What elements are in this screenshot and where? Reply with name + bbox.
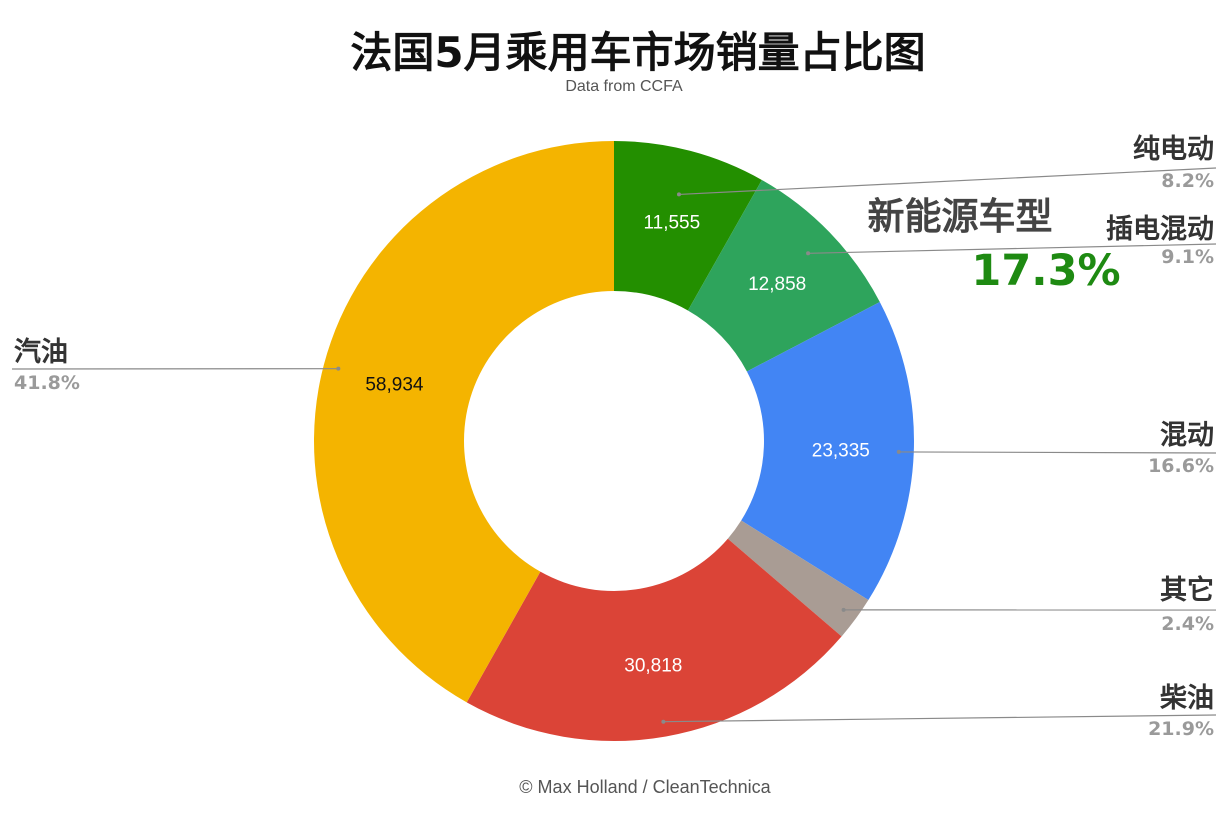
pie-slice	[741, 301, 914, 601]
leader-line	[898, 451, 1217, 454]
percent-label: 2.4%	[1161, 613, 1214, 635]
category-label: 纯电动	[1133, 133, 1214, 165]
category-label: 柴油	[1160, 683, 1214, 714]
category-label: 其它	[1160, 574, 1214, 606]
percent-label: 41.8%	[14, 372, 80, 394]
pie-slice	[313, 141, 614, 703]
leader-dot	[661, 719, 666, 724]
slice-value-label: 23,335	[812, 441, 870, 462]
credit-text: © Max Holland / CleanTechnica	[519, 777, 771, 797]
pie-slices	[313, 141, 914, 742]
slice-value-labels: 11,555 12,858 23,335 30,818 58,934	[365, 212, 870, 676]
leader-dot	[841, 607, 846, 612]
leader-dot	[806, 251, 811, 256]
percent-label: 9.1%	[1161, 246, 1214, 268]
slice-value-label: 11,555	[643, 212, 700, 233]
leader-line	[678, 167, 1217, 196]
chart-subtitle: Data from CCFA	[565, 78, 683, 95]
leader-lines	[11, 167, 1217, 724]
leader-dot	[676, 192, 681, 197]
pie-slice	[727, 520, 869, 637]
pie-slice	[466, 538, 842, 742]
pie-slice	[614, 141, 762, 311]
category-label: 插电混动	[1106, 214, 1214, 245]
percent-label: 16.6%	[1148, 455, 1214, 477]
nev-callout-value: 17.3%	[971, 246, 1120, 296]
leader-dot	[336, 366, 341, 371]
chart-title: 法国5月乘用车市场销量占比图	[350, 28, 925, 77]
category-label: 混动	[1160, 420, 1214, 451]
slice-value-label: 58,934	[365, 374, 424, 395]
category-label: 汽油	[14, 337, 68, 368]
leader-line	[663, 714, 1217, 723]
nev-callout-title: 新能源车型	[868, 195, 1053, 238]
percent-label: 8.2%	[1161, 170, 1214, 192]
slice-value-label: 12,858	[748, 274, 806, 295]
leader-dot	[896, 449, 901, 454]
slice-value-label: 30,818	[624, 656, 682, 677]
pie-slice	[687, 179, 880, 372]
percent-label: 21.9%	[1148, 718, 1214, 740]
leader-line	[808, 243, 1217, 254]
